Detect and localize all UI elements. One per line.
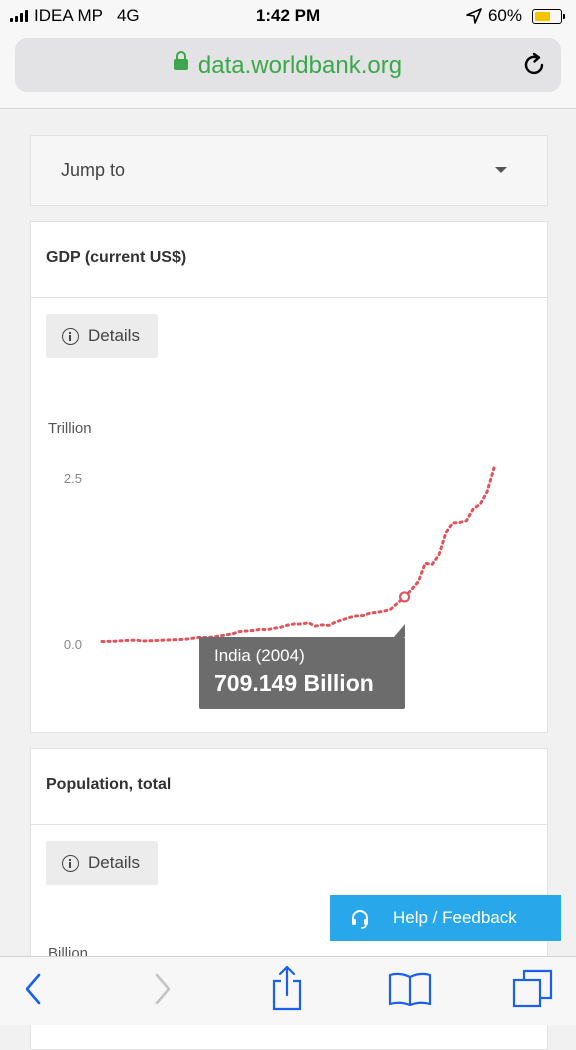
headset-icon bbox=[352, 910, 368, 929]
share-icon[interactable] bbox=[270, 965, 304, 1011]
y-unit-label: Trillion bbox=[48, 420, 92, 437]
lock-icon bbox=[173, 51, 188, 71]
gdp-details-button[interactable]: Details bbox=[46, 314, 158, 358]
tooltip-value: 709.149 Billion bbox=[214, 670, 374, 696]
y-tick-label: 2.5 bbox=[64, 471, 82, 486]
info-icon bbox=[62, 327, 79, 345]
gdp-chart[interactable]: 2.50.02000 bbox=[0, 0, 576, 730]
caret-down-icon bbox=[495, 167, 507, 173]
domain-text: data.worldbank.org bbox=[197, 52, 403, 79]
population-title: Population, total bbox=[46, 776, 172, 793]
address-bar[interactable]: data.worldbank.org bbox=[15, 38, 561, 92]
battery-icon bbox=[532, 8, 565, 24]
gdp-title: GDP (current US$) bbox=[46, 249, 187, 266]
reload-icon[interactable] bbox=[521, 52, 547, 78]
highlight-point bbox=[398, 591, 411, 603]
network-label: 4G bbox=[116, 6, 140, 25]
back-icon[interactable] bbox=[22, 969, 46, 1009]
bookmarks-icon[interactable] bbox=[388, 971, 432, 1007]
browser-chrome: data.worldbank.org bbox=[0, 34, 576, 109]
help-feedback-button[interactable]: Help / Feedback bbox=[330, 895, 561, 941]
tooltip-pointer bbox=[394, 624, 405, 637]
tooltip-title: India (2004) bbox=[214, 646, 305, 665]
carrier-label: IDEA MP bbox=[34, 6, 103, 25]
status-bar: IDEA MP 4G 1:42 PM 60% bbox=[0, 0, 576, 34]
browser-toolbar bbox=[0, 956, 576, 1025]
details-label: Details bbox=[88, 853, 140, 872]
battery-percent: 60% bbox=[487, 6, 522, 25]
location-arrow-icon bbox=[466, 8, 482, 24]
chart-tooltip: India (2004) 709.149 Billion bbox=[199, 637, 405, 709]
jump-to-label: Jump to bbox=[61, 160, 126, 180]
clock: 1:42 PM bbox=[255, 6, 321, 25]
signal-icon bbox=[10, 10, 28, 22]
details-label: Details bbox=[88, 326, 140, 345]
jump-to-dropdown[interactable]: Jump to bbox=[30, 135, 548, 206]
y-tick-label: 0.0 bbox=[64, 637, 82, 652]
forward-icon[interactable] bbox=[150, 969, 174, 1009]
population-details-button[interactable]: Details bbox=[46, 841, 158, 885]
gdp-series-line bbox=[100, 466, 496, 643]
tabs-icon[interactable] bbox=[512, 969, 554, 1009]
info-icon bbox=[62, 854, 79, 872]
help-feedback-label: Help / Feedback bbox=[393, 908, 517, 927]
